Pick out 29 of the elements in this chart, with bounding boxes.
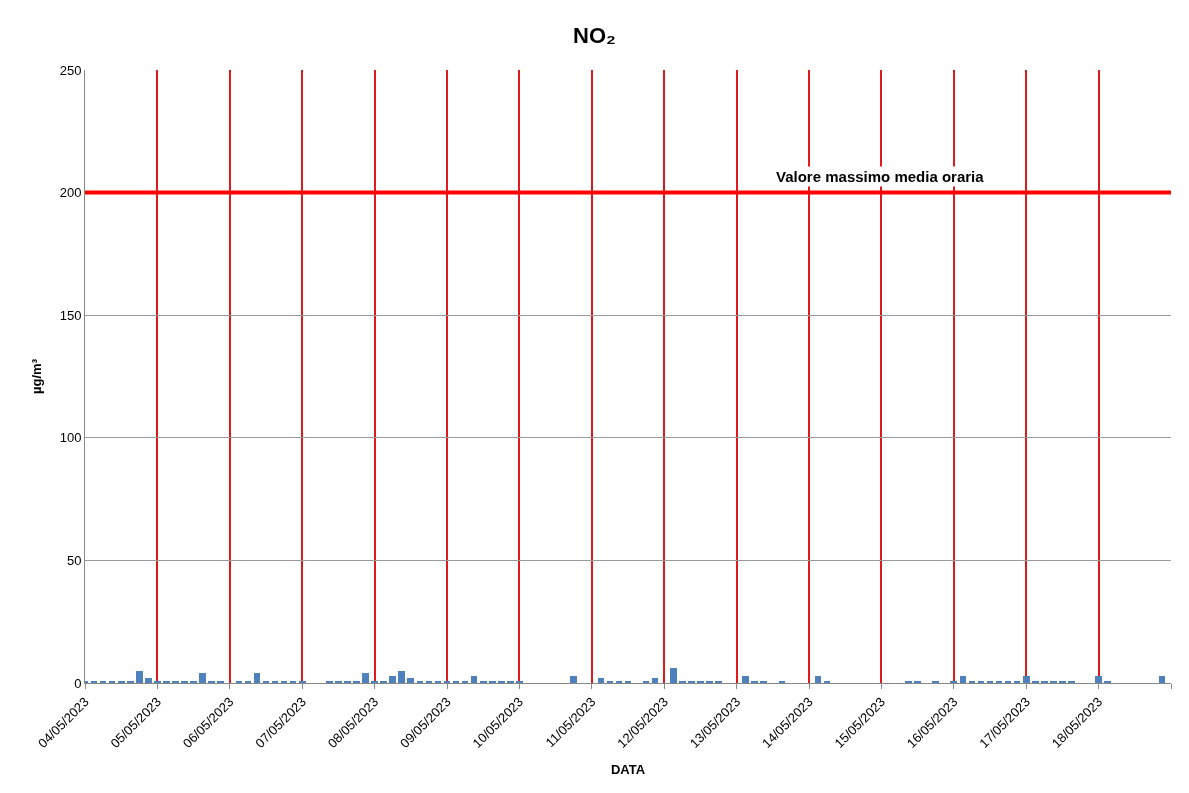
- bar: [199, 673, 206, 683]
- ref-line-label: Valore massimo media oraria: [776, 168, 985, 185]
- bar: [362, 673, 369, 683]
- bar: [145, 678, 152, 683]
- bar: [960, 676, 966, 683]
- bar: [1023, 676, 1030, 683]
- y-tick-label: 100: [59, 430, 82, 446]
- bar: [670, 668, 677, 683]
- y-tick-label: 250: [59, 62, 82, 78]
- bar: [815, 676, 821, 683]
- y-axis-title: µg/m³: [28, 358, 44, 394]
- y-tick-label: 0: [74, 675, 82, 691]
- y-tick-label: 200: [59, 185, 82, 201]
- x-axis-title: DATA: [610, 762, 646, 778]
- bar: [598, 678, 604, 683]
- bar: [407, 678, 414, 683]
- bar: [398, 671, 405, 683]
- chart-title: NO₂: [573, 23, 616, 49]
- bar: [471, 676, 477, 683]
- bar: [652, 678, 658, 683]
- bar: [254, 673, 260, 683]
- y-tick-label: 150: [59, 307, 82, 323]
- bar: [742, 676, 749, 683]
- bar: [136, 671, 143, 683]
- y-tick-label: 50: [66, 552, 82, 568]
- bar: [1159, 676, 1165, 683]
- bar: [570, 676, 577, 683]
- bar: [389, 676, 396, 683]
- bar: [1095, 676, 1102, 683]
